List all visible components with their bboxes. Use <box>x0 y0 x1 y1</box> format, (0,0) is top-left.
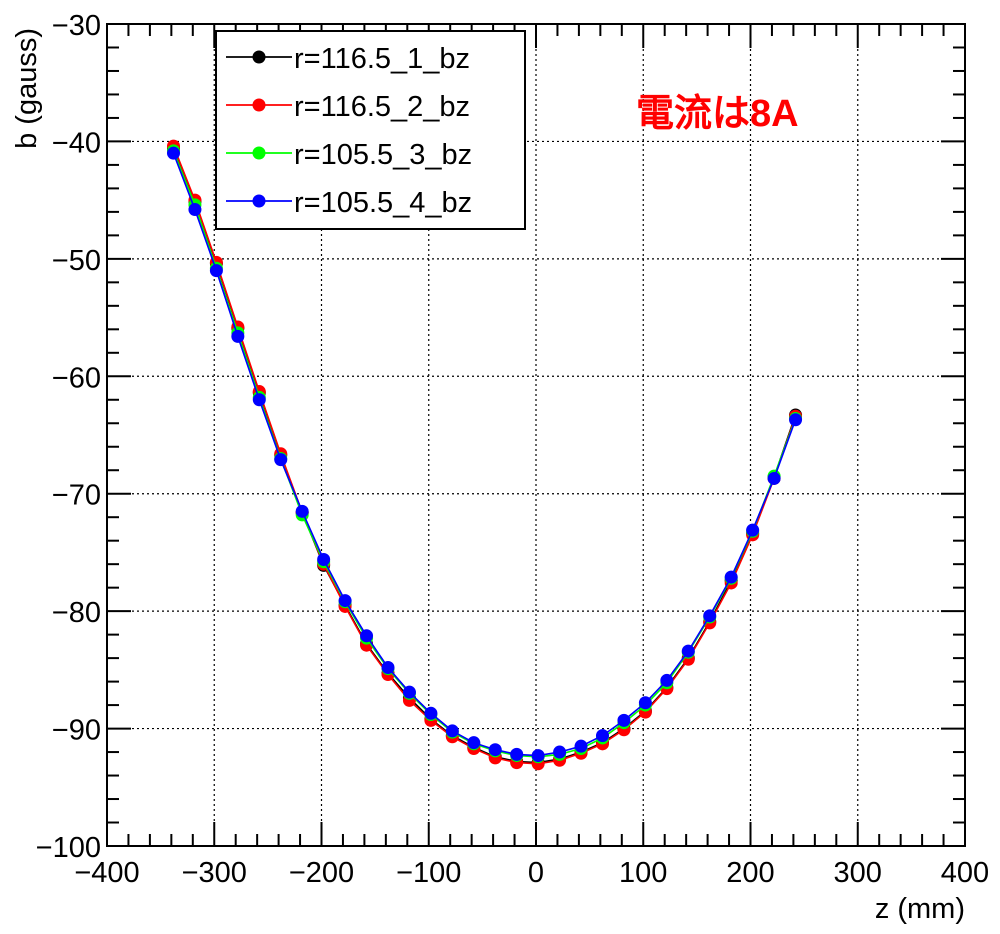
data-point <box>488 743 502 757</box>
data-point <box>638 696 652 710</box>
x-tick-label: −100 <box>396 857 461 889</box>
data-point <box>317 552 331 566</box>
x-tick-label: −200 <box>289 857 354 889</box>
data-point <box>166 146 180 160</box>
axis-ticks <box>106 23 966 847</box>
legend-marker <box>252 98 266 112</box>
data-point <box>424 706 438 720</box>
data-point <box>789 413 803 427</box>
legend-marker <box>252 50 266 64</box>
data-point <box>252 393 266 407</box>
data-point <box>681 644 695 658</box>
data-point <box>338 594 352 608</box>
series-line <box>172 150 797 758</box>
data-point <box>274 453 288 467</box>
legend-entry: r=105.5_4_bz <box>226 187 472 219</box>
data-point <box>746 523 760 537</box>
series-lines <box>166 139 803 771</box>
legend-label: r=116.5_2_bz <box>294 91 470 123</box>
legend-label: r=105.5_3_bz <box>294 139 472 171</box>
data-point <box>767 471 781 485</box>
x-tick-label: 200 <box>726 857 774 889</box>
series-line <box>172 148 797 764</box>
y-tick-label: −60 <box>52 362 101 394</box>
y-tick-label: −100 <box>36 832 101 864</box>
x-tick-label: 400 <box>941 857 989 889</box>
x-tick-label: 300 <box>834 857 882 889</box>
legend-entry: r=116.5_2_bz <box>226 91 470 123</box>
data-point <box>595 729 609 743</box>
x-axis-title: z (mm) <box>875 893 965 925</box>
y-tick-label: −80 <box>52 597 101 629</box>
data-point <box>381 661 395 675</box>
data-point <box>231 329 245 343</box>
y-tick-label: −50 <box>52 245 101 277</box>
data-point <box>209 264 223 278</box>
data-point <box>360 629 374 643</box>
x-tick-label: 0 <box>528 857 544 889</box>
data-point <box>553 745 567 759</box>
data-point <box>295 504 309 518</box>
plot-frame <box>106 23 966 847</box>
series-3 <box>166 144 803 764</box>
data-point <box>531 749 545 763</box>
x-tick-label: −400 <box>74 857 139 889</box>
legend-marker <box>252 194 266 208</box>
y-tick-label: −70 <box>52 480 101 512</box>
data-point <box>445 724 459 738</box>
series-line <box>172 152 797 757</box>
y-tick-label: −90 <box>52 715 101 747</box>
legend-entry: r=105.5_3_bz <box>226 139 472 171</box>
legend-label: r=116.5_1_bz <box>294 43 470 75</box>
y-tick-label: −40 <box>52 127 101 159</box>
data-point <box>617 713 631 727</box>
legend-box <box>215 30 526 230</box>
x-tick-label: −300 <box>182 857 247 889</box>
data-point <box>402 685 416 699</box>
series-2 <box>166 139 803 771</box>
y-tick-label: −30 <box>52 10 101 42</box>
series-4 <box>166 146 803 763</box>
legend-label: r=105.5_4_bz <box>294 187 472 219</box>
current-annotation: 電流は8A <box>636 93 799 135</box>
legend-entry: r=116.5_1_bz <box>226 43 470 75</box>
series-line <box>172 145 797 765</box>
data-point <box>660 673 674 687</box>
x-tick-label: 100 <box>619 857 667 889</box>
data-point <box>188 203 202 217</box>
data-point <box>510 747 524 761</box>
data-point <box>703 609 717 623</box>
y-axis-title: b (gauss) <box>11 28 43 149</box>
legend: r=116.5_1_bz r=116.5_2_bz r=105.5_3_bz r=10… <box>215 30 526 230</box>
data-point <box>574 739 588 753</box>
data-point <box>467 736 481 750</box>
series-1 <box>166 141 803 770</box>
data-point <box>724 570 738 584</box>
legend-marker <box>252 146 266 160</box>
tick-labels: −400 −300 −200 −100 0 100 200 300 400 −100 −90 −80 −… <box>36 10 990 889</box>
